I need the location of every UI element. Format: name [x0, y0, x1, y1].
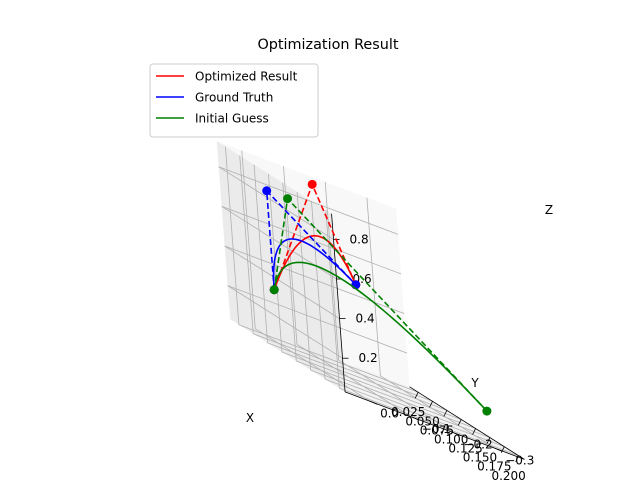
x-axis-label: X — [246, 411, 254, 425]
y-tick-mark — [369, 400, 378, 405]
axis-ticks: 0.0250.0500.0750.1000.1250.1500.1750.200… — [333, 232, 534, 480]
back-pane — [216, 141, 346, 392]
y-tick-label: −0.2 — [463, 438, 492, 452]
legend-label: Ground Truth — [195, 91, 273, 105]
gridline — [227, 285, 343, 359]
x-tick-label: 0.150 — [463, 451, 497, 465]
x-tick-mark — [429, 401, 433, 408]
legend-label: Optimized Result — [195, 70, 298, 84]
gridline — [218, 166, 399, 235]
x-tick-mark — [457, 419, 462, 426]
gridline — [296, 344, 413, 418]
gridline — [338, 359, 454, 434]
x-tick-label: 0.175 — [477, 460, 511, 474]
z-tick-label: 0.4 — [356, 312, 375, 326]
x-tick-mark — [414, 392, 419, 399]
chart-title: Optimization Result — [257, 37, 398, 53]
gridline — [324, 181, 340, 361]
gridline — [227, 285, 408, 354]
y-axis-label: Y — [470, 376, 479, 390]
series-2-curve — [273, 261, 488, 412]
series-2-point-0 — [269, 285, 279, 295]
gridline — [311, 200, 326, 380]
gridline — [224, 245, 340, 319]
series-layer — [262, 179, 492, 416]
x-tick-mark — [500, 446, 505, 453]
gridline — [241, 150, 256, 329]
x-tick-mark — [515, 455, 519, 462]
x-tick-label: 0.125 — [448, 442, 482, 456]
gridline — [325, 210, 340, 389]
series-1-curve — [272, 238, 357, 290]
y-tick-label: −0.3 — [505, 453, 534, 467]
z-tick-label: 0.2 — [359, 351, 378, 365]
series-2-point-2 — [482, 406, 492, 416]
x-axis-line — [409, 386, 525, 460]
x-tick-mark — [443, 410, 448, 417]
legend-box — [149, 63, 319, 138]
series-2-point-1 — [283, 194, 293, 204]
gridline — [253, 164, 268, 343]
y-tick-label: −0.1 — [422, 422, 451, 436]
x-tick-mark — [472, 428, 476, 435]
gridline — [380, 375, 496, 449]
z-axis-line — [331, 213, 346, 392]
y-tick-label: 0.0 — [380, 406, 399, 420]
series-0-point-1 — [307, 179, 317, 189]
x-tick-label: 0.075 — [420, 423, 454, 437]
gridline — [255, 328, 371, 402]
z-axis-label: Z — [545, 203, 553, 217]
legend: Optimized Result Ground Truth Initial Gues… — [149, 63, 319, 138]
gridline — [224, 146, 240, 325]
z-tick-label: 0.8 — [350, 232, 369, 246]
gridline — [239, 155, 254, 334]
x-tick-label: 0.200 — [491, 469, 525, 480]
gridline — [366, 197, 381, 376]
x-tick-label: 0.025 — [391, 405, 425, 419]
y-tick-mark — [453, 432, 461, 437]
gridline — [268, 173, 283, 352]
gridline — [221, 206, 402, 275]
series-1-point-1 — [262, 186, 272, 196]
legend-label: Initial Guess — [195, 112, 269, 126]
y-tick-mark — [411, 416, 419, 421]
y-tick-mark — [495, 448, 503, 452]
x-tick-mark — [486, 437, 491, 444]
x-tick-label: 0.100 — [434, 432, 468, 446]
